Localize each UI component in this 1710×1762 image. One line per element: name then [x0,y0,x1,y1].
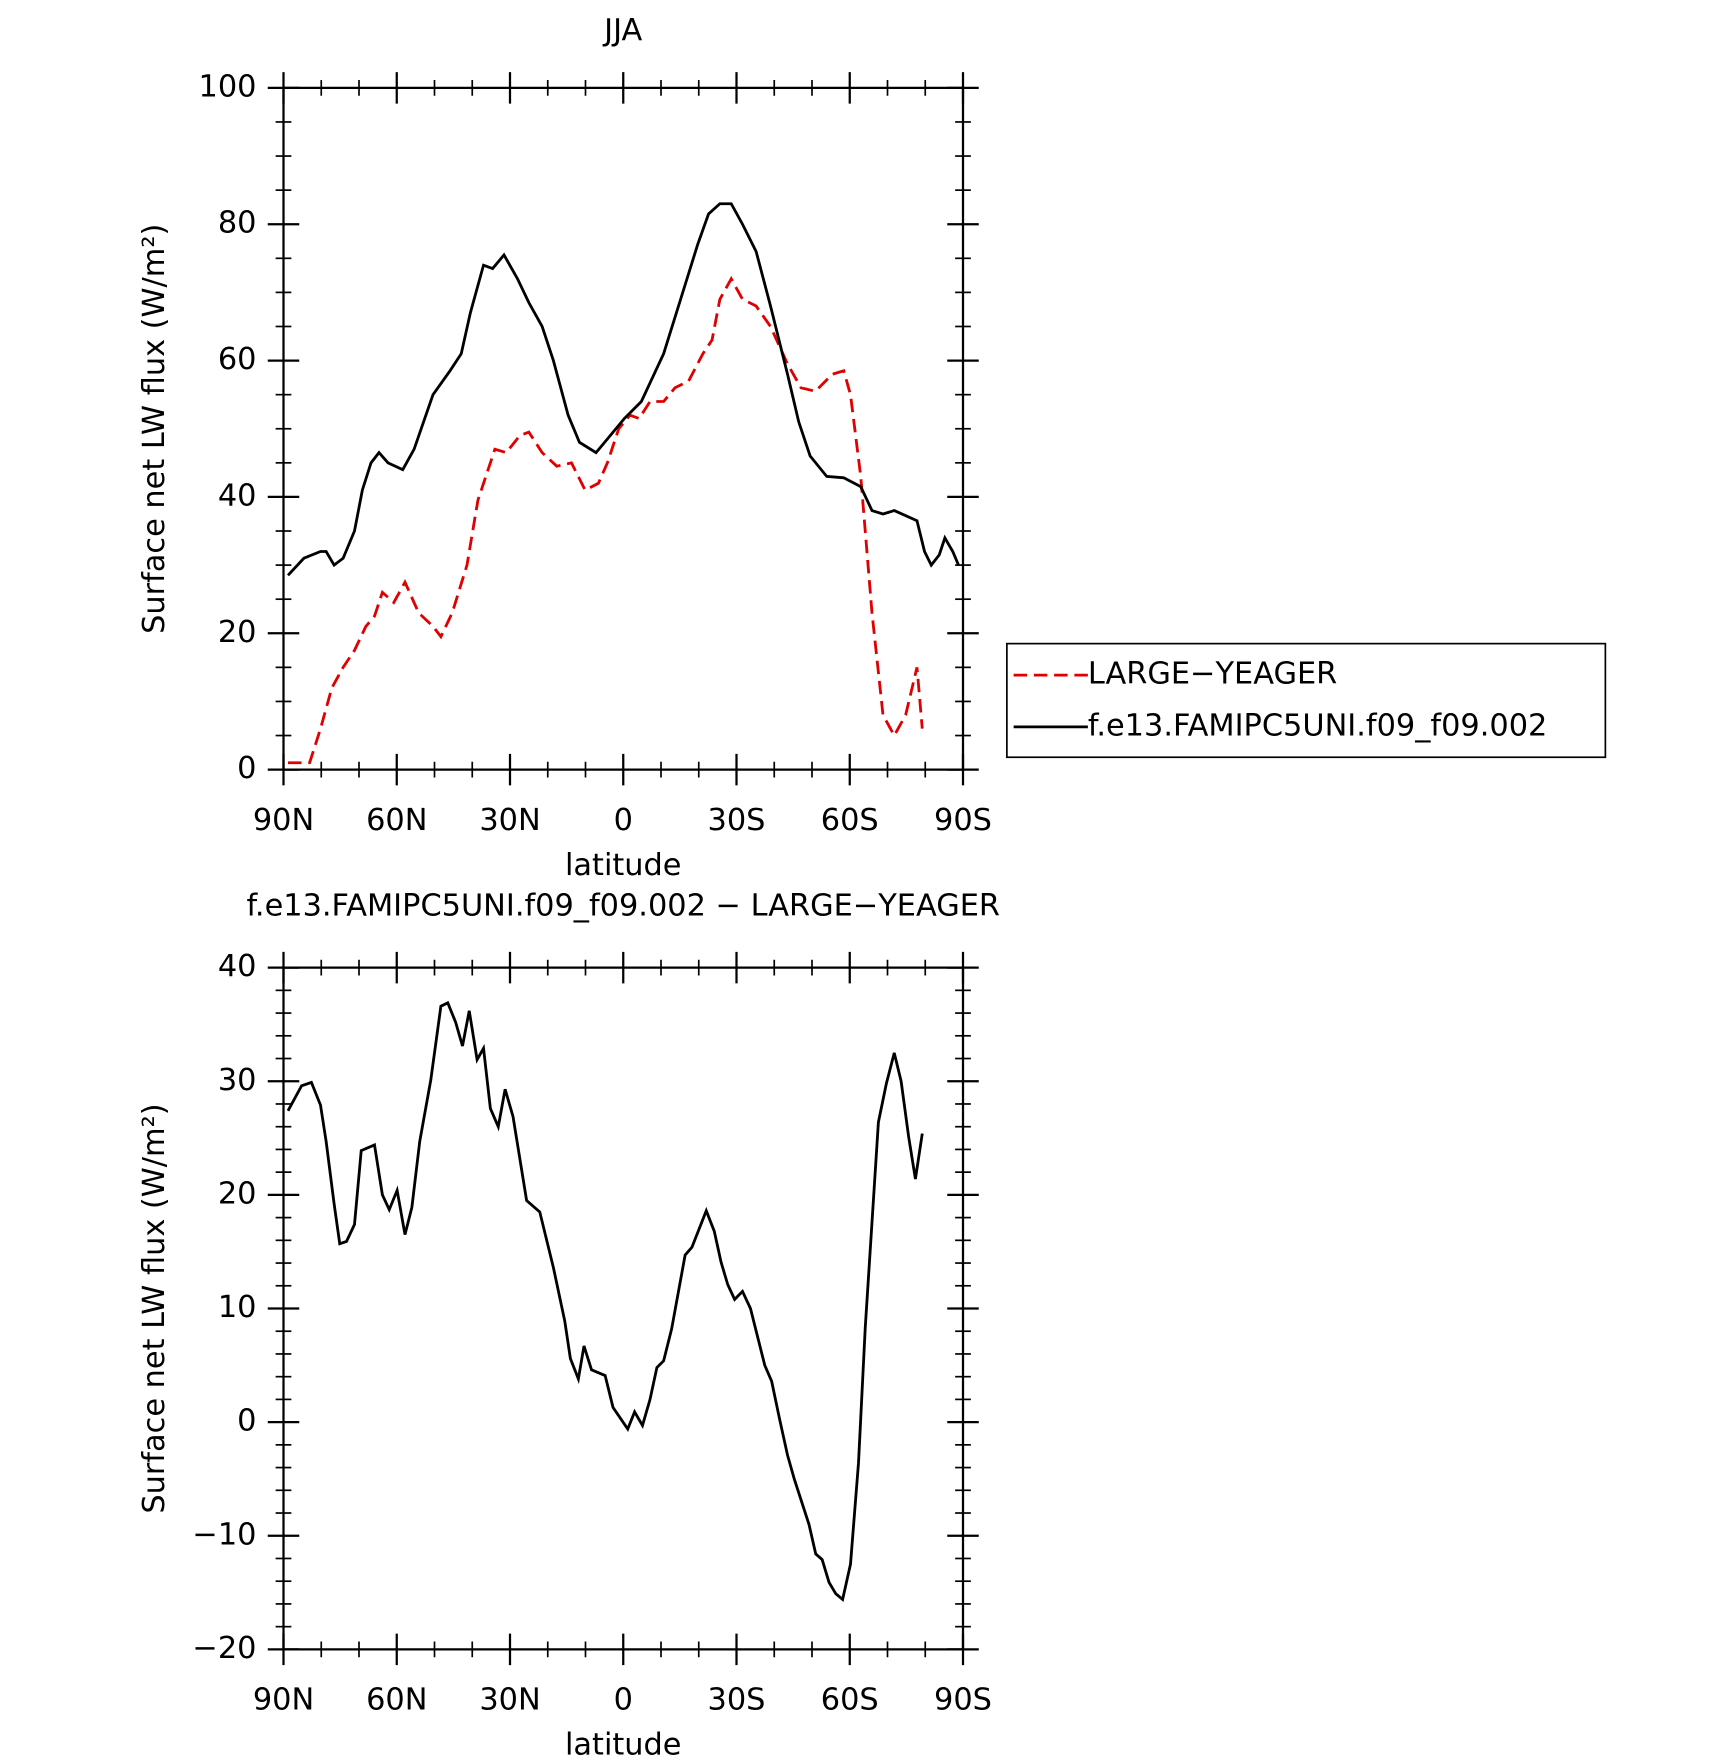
y-tick-label: 30 [218,1063,257,1098]
chart-title: f.e13.FAMIPC5UNI.f09_f09.002 − LARGE−YEA… [246,888,1000,923]
y-tick-label: 0 [237,1404,256,1439]
y-tick-label: 40 [218,949,257,984]
y-axis-label: Surface net LW flux (W/m²) [137,1103,172,1513]
x-tick-label: 30S [708,803,766,838]
y-tick-label: 60 [218,342,257,377]
plot-frame [282,966,965,1651]
plot-frame [282,86,965,771]
y-tick-label: 100 [199,69,257,104]
y-tick-label: −20 [192,1631,256,1666]
x-axis-label: latitude [565,848,681,883]
y-tick-label: 40 [218,478,257,513]
y-tick-label: 20 [218,615,257,650]
x-tick-label: 90S [934,1683,992,1718]
x-tick-label: 30N [479,1683,540,1718]
y-tick-label: 10 [218,1290,257,1325]
y-tick-label: 0 [237,751,256,786]
legend-box [1006,642,1607,759]
x-tick-label: 90N [253,803,314,838]
x-tick-label: 0 [614,1683,633,1718]
y-tick-label: 20 [218,1176,257,1211]
x-tick-label: 60N [366,803,427,838]
x-tick-label: 30S [708,1683,766,1718]
x-axis-label: latitude [565,1728,681,1762]
x-tick-label: 30N [479,803,540,838]
x-tick-label: 60S [821,803,879,838]
data-line [288,275,924,765]
legend-label: LARGE−YEAGER [1088,657,1337,692]
x-tick-label: 90S [934,803,992,838]
legend-label: f.e13.FAMIPC5UNI.f09_f09.002 [1088,708,1547,743]
data-line [286,1000,924,1602]
x-tick-label: 0 [614,803,633,838]
data-line [286,202,960,577]
x-tick-label: 60N [366,1683,427,1718]
x-tick-label: 90N [253,1683,314,1718]
y-tick-label: 80 [218,206,257,241]
chart-title: JJA [602,13,642,48]
y-axis-label: Surface net LW flux (W/m²) [137,224,172,634]
y-tick-label: −10 [192,1517,256,1552]
x-tick-label: 60S [821,1683,879,1718]
